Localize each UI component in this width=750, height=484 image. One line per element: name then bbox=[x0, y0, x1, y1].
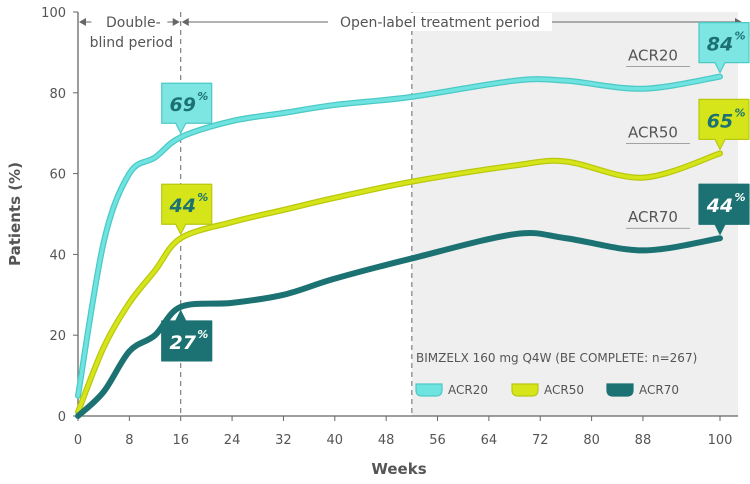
y-tick-label: 40 bbox=[49, 248, 66, 263]
series-line-acr20 bbox=[76, 74, 722, 398]
callout-value: 27 bbox=[169, 332, 196, 354]
callout-value: 44 bbox=[168, 195, 195, 217]
callout-box bbox=[161, 183, 213, 235]
callout-box bbox=[698, 98, 750, 150]
legend: BIMZELX 160 mg Q4W (BE COMPLETE: n=267) … bbox=[415, 351, 697, 397]
callout-value: 69 bbox=[169, 94, 195, 116]
axes bbox=[77, 12, 738, 417]
callout-box bbox=[161, 82, 213, 134]
x-tick-label: 16 bbox=[172, 433, 189, 448]
callout-value: 84 bbox=[707, 34, 733, 56]
legend-swatch bbox=[511, 383, 539, 397]
legend-item-acr50: ACR50 bbox=[511, 383, 584, 397]
x-tick-label: 64 bbox=[481, 433, 498, 448]
open-label-period-label: Open-label treatment period bbox=[340, 15, 540, 31]
x-tick-label: 32 bbox=[275, 433, 292, 448]
y-tick-label: 80 bbox=[49, 87, 66, 102]
period-labels: Double-blind period Open-label treatment … bbox=[90, 13, 552, 51]
label-background bbox=[91, 13, 168, 31]
callout-unit: % bbox=[734, 30, 745, 43]
legend-items: ACR20 ACR50 ACR70 bbox=[415, 383, 679, 397]
legend-swatch bbox=[606, 383, 634, 397]
x-tick-label: 80 bbox=[583, 433, 600, 448]
x-tick-label: 88 bbox=[635, 433, 652, 448]
callout-unit: % bbox=[197, 191, 208, 204]
series-end-label-acr70: ACR70 bbox=[628, 208, 678, 226]
callout-box bbox=[698, 183, 750, 235]
legend-swatch bbox=[415, 383, 443, 397]
arrow-head-right bbox=[172, 18, 180, 26]
callout-acr70-week-100: 44% bbox=[698, 183, 750, 235]
legend-title: BIMZELX 160 mg Q4W (BE COMPLETE: n=267) bbox=[416, 351, 697, 365]
series-line-acr70 bbox=[75, 230, 723, 419]
legend-label: ACR50 bbox=[544, 383, 584, 397]
x-tick-label: 72 bbox=[532, 433, 549, 448]
callout-acr70-week-16: 27% bbox=[161, 310, 213, 362]
series-end-label-acr20: ACR20 bbox=[628, 47, 678, 65]
legend-label: ACR20 bbox=[448, 383, 488, 397]
double-blind-label-line-2: blind period bbox=[90, 35, 173, 51]
callout-acr20-week-100: 84% bbox=[698, 22, 750, 74]
callout-unit: % bbox=[197, 90, 208, 103]
x-tick-label: 24 bbox=[224, 433, 241, 448]
x-tick-label: 56 bbox=[429, 433, 446, 448]
legend-item-acr20: ACR20 bbox=[415, 383, 488, 397]
callout-box bbox=[161, 310, 213, 362]
double-blind-label-line-1: Double- bbox=[106, 15, 161, 31]
x-axis-title: Weeks bbox=[371, 460, 426, 478]
x-tick-label: 40 bbox=[327, 433, 344, 448]
y-axis-title: Patients (%) bbox=[6, 162, 24, 266]
callout-acr20-week-16: 69% bbox=[161, 82, 213, 134]
callout-unit: % bbox=[734, 191, 745, 204]
x-tick-label: 0 bbox=[74, 433, 82, 448]
series-line-acr50 bbox=[76, 151, 722, 414]
label-background bbox=[328, 13, 552, 31]
y-axis-ticks: 0 20 40 60 80 100 bbox=[41, 6, 78, 425]
x-tick-label: 48 bbox=[378, 433, 395, 448]
legend-item-acr70: ACR70 bbox=[606, 383, 679, 397]
arrow-head-left bbox=[181, 18, 189, 26]
series-lines bbox=[75, 73, 723, 419]
callout-value: 65 bbox=[707, 110, 733, 132]
callout-unit: % bbox=[197, 328, 208, 341]
callout-value: 44 bbox=[706, 195, 733, 217]
y-tick-label: 20 bbox=[49, 329, 66, 344]
value-callouts: 69 %44 %27 %84 %65 %44% bbox=[161, 22, 750, 362]
x-tick-label: 8 bbox=[125, 433, 133, 448]
callout-acr50-week-100: 65% bbox=[698, 98, 750, 150]
callout-box bbox=[698, 22, 750, 74]
arrow-head-left bbox=[79, 18, 86, 26]
x-axis-ticks: 0 8 16 24 32 40 48 56 64 72 80 88 100 bbox=[74, 416, 733, 448]
y-tick-label: 0 bbox=[58, 410, 66, 425]
series-end-labels: ACR20 ACR50 ACR70 bbox=[626, 47, 690, 229]
series-end-label-acr50: ACR50 bbox=[628, 123, 678, 141]
y-tick-label: 100 bbox=[41, 6, 66, 21]
y-tick-label: 60 bbox=[49, 168, 66, 183]
callout-unit: % bbox=[734, 106, 745, 119]
x-tick-label: 100 bbox=[708, 433, 733, 448]
legend-label: ACR70 bbox=[639, 383, 679, 397]
callout-acr50-week-16: 44% bbox=[161, 183, 213, 235]
